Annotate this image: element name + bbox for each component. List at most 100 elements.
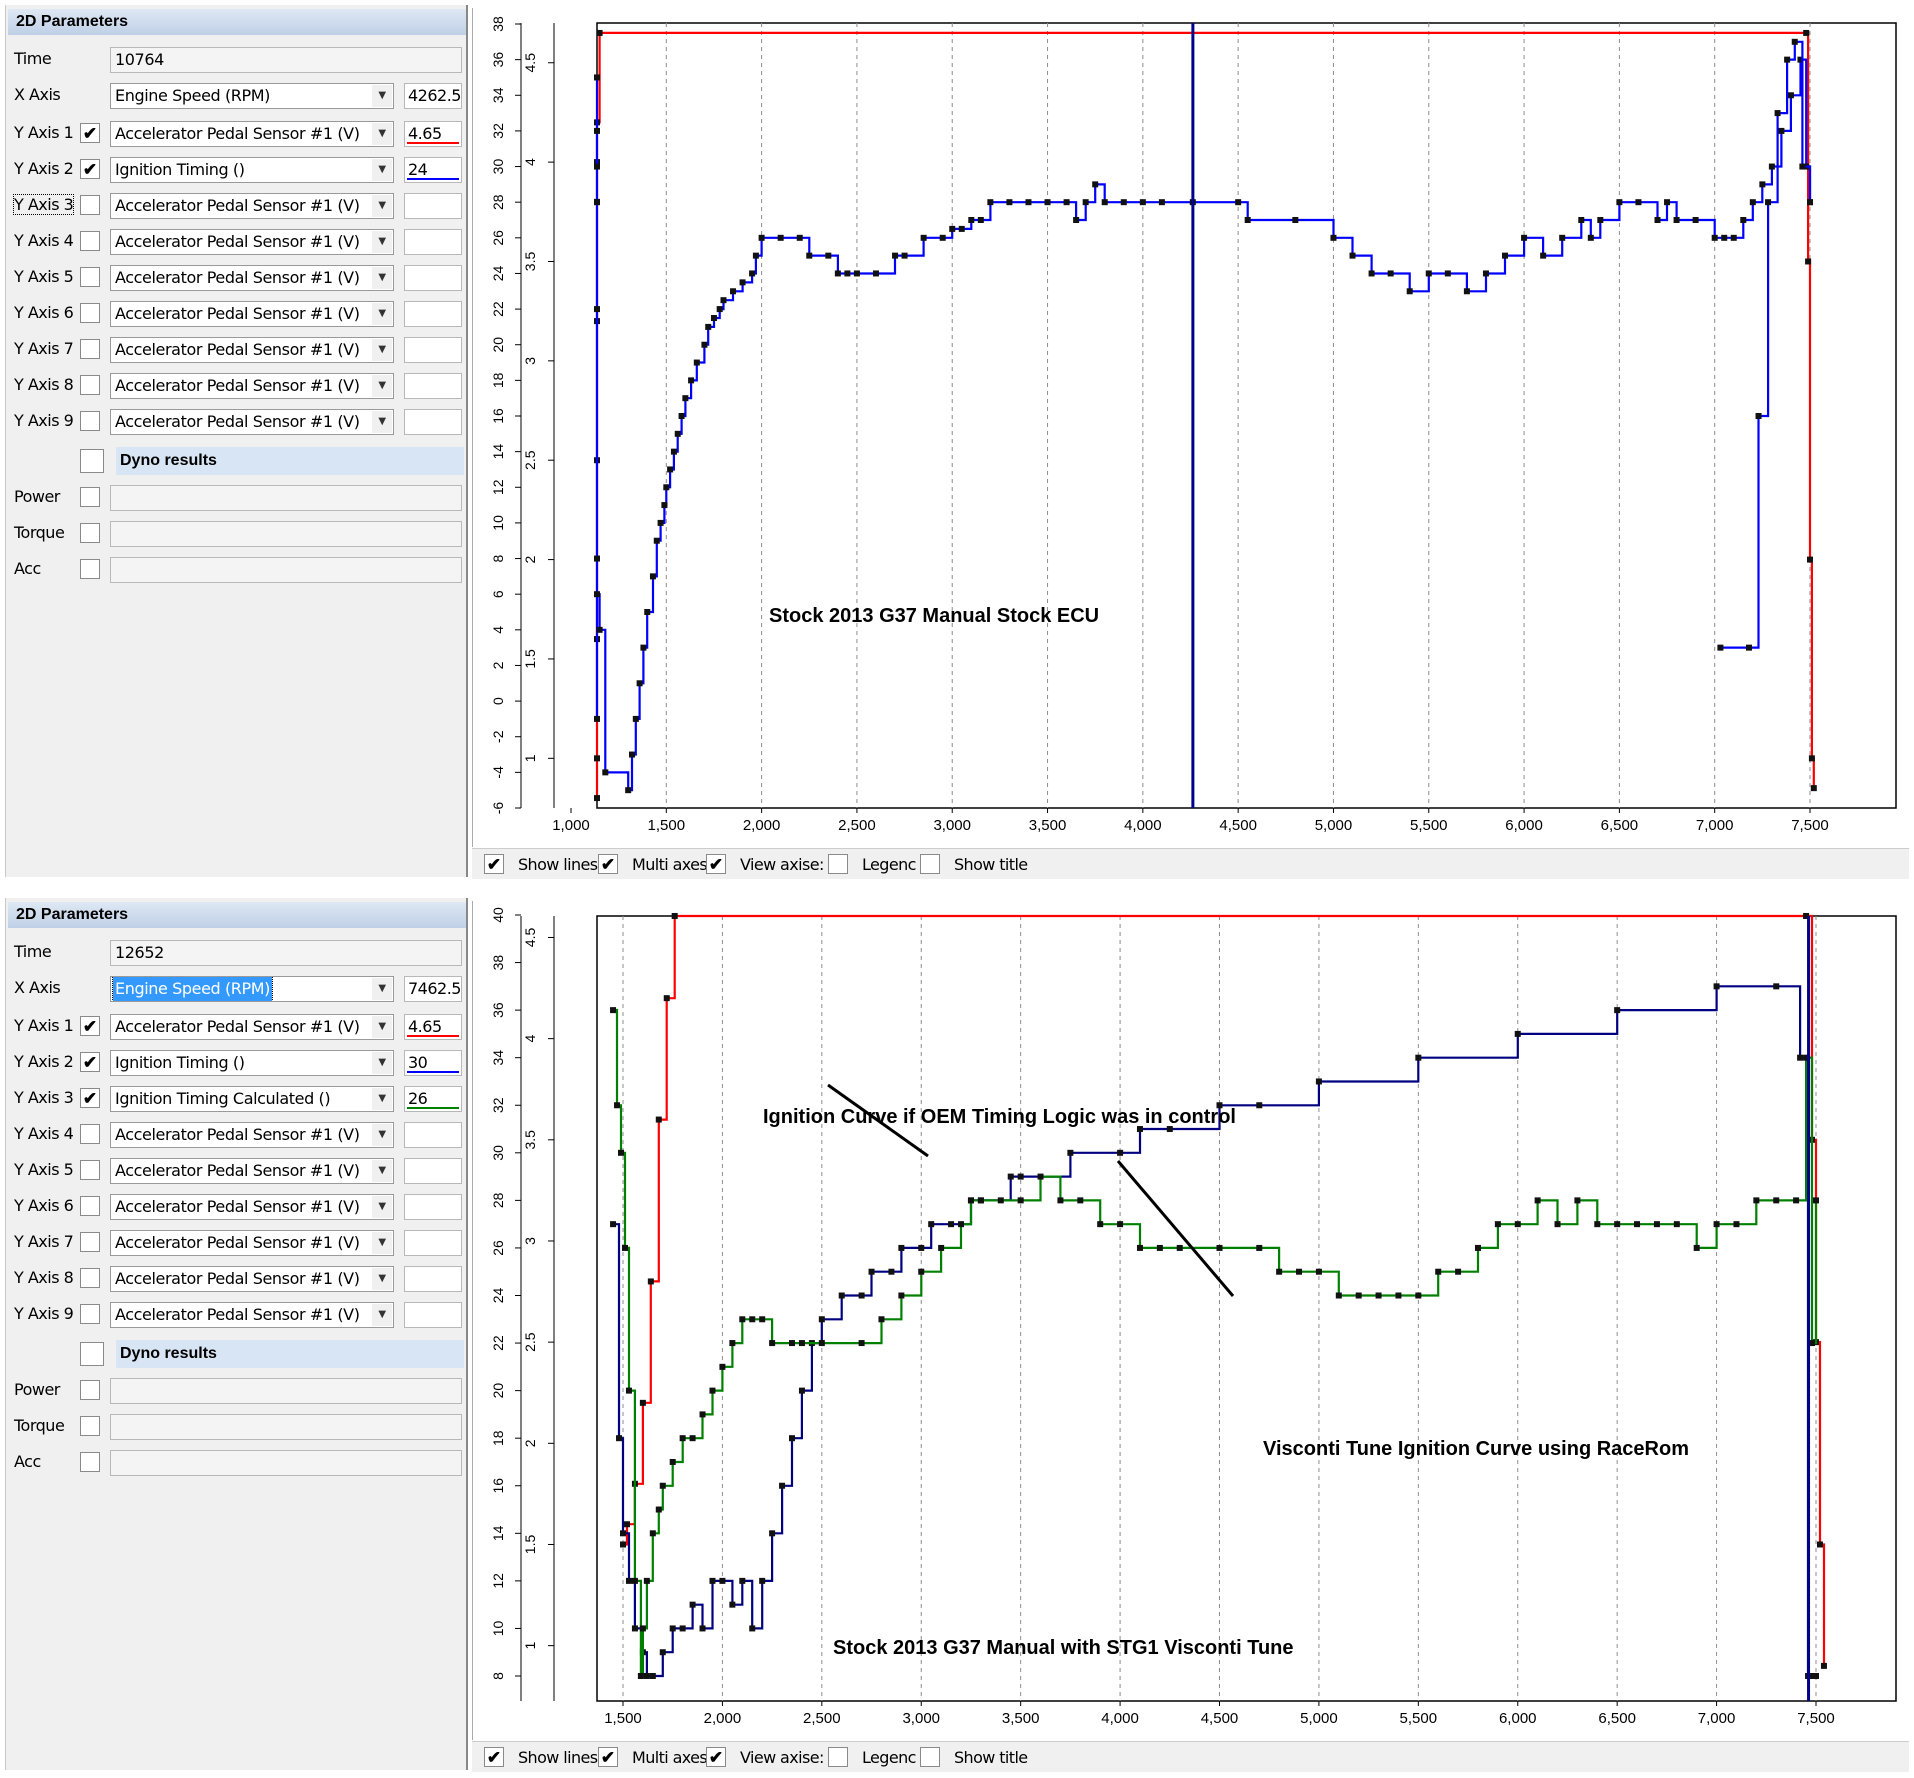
data-point	[858, 1292, 865, 1299]
data-point	[806, 252, 813, 259]
legend-checkbox[interactable]	[828, 854, 848, 874]
dyno-results-checkbox[interactable]	[80, 449, 104, 473]
y1-tick-label: 16	[490, 1478, 506, 1494]
chevron-down-icon[interactable]: ▼	[372, 303, 392, 325]
show-lines-checkbox[interactable]: ✔	[484, 854, 504, 874]
chevron-down-icon[interactable]: ▼	[372, 339, 392, 361]
chevron-down-icon[interactable]: ▼	[372, 375, 392, 397]
dyno-row-checkbox[interactable]	[80, 1452, 100, 1472]
y-axis-select[interactable]: Accelerator Pedal Sensor #1 (V) ▼	[110, 337, 394, 363]
time-field[interactable]: 12652	[110, 940, 462, 966]
y-axis-checkbox[interactable]	[80, 1232, 100, 1252]
chevron-down-icon[interactable]: ▼	[372, 1052, 392, 1074]
chevron-down-icon[interactable]: ▼	[372, 1304, 392, 1326]
chart-svg[interactable]: 1,500 2,000 2,500 3,000 3,500 4,000 4,500 5,000…	[473, 901, 1910, 1740]
y-axis-select[interactable]: Accelerator Pedal Sensor #1 (V) ▼	[110, 409, 394, 435]
chevron-down-icon[interactable]: ▼	[372, 1268, 392, 1290]
chevron-down-icon[interactable]: ▼	[372, 159, 392, 181]
chart-area[interactable]: 1,500 2,000 2,500 3,000 3,500 4,000 4,500 5,000…	[472, 901, 1910, 1740]
y-axis-select[interactable]: Ignition Timing () ▼	[110, 157, 394, 183]
y-axis-checkbox[interactable]	[80, 1124, 100, 1144]
legend-checkbox[interactable]	[828, 1747, 848, 1767]
multi-axes-checkbox[interactable]: ✔	[598, 1747, 618, 1767]
chevron-down-icon[interactable]: ▼	[372, 267, 392, 289]
y-axis-checkbox[interactable]: ✔	[80, 159, 100, 179]
y-axis-select[interactable]: Accelerator Pedal Sensor #1 (V) ▼	[110, 121, 394, 147]
y-axis-checkbox[interactable]: ✔	[80, 1016, 100, 1036]
y-axis-select[interactable]: Accelerator Pedal Sensor #1 (V) ▼	[110, 373, 394, 399]
chart-area[interactable]: 1,000 1,500 2,000 2,500 3,000 3,500 4,000 4,500…	[472, 8, 1910, 847]
chevron-down-icon[interactable]: ▼	[372, 1160, 392, 1182]
annotation-pointer	[827, 1083, 929, 1158]
time-field[interactable]: 10764	[110, 47, 462, 73]
y-axis-select[interactable]: Accelerator Pedal Sensor #1 (V) ▼	[110, 1014, 394, 1040]
y-axis-checkbox[interactable]	[80, 195, 100, 215]
y-axis-select[interactable]: Accelerator Pedal Sensor #1 (V) ▼	[110, 265, 394, 291]
y-axis-select[interactable]: Accelerator Pedal Sensor #1 (V) ▼	[110, 1122, 394, 1148]
chevron-down-icon[interactable]: ▼	[372, 195, 392, 217]
data-point	[688, 377, 695, 384]
y-axis-row: Y Axis 6 Accelerator Pedal Sensor #1 (V) ▼	[6, 299, 469, 331]
dyno-results-checkbox[interactable]	[80, 1342, 104, 1366]
chevron-down-icon[interactable]: ▼	[372, 1232, 392, 1254]
x-axis-select[interactable]: Engine Speed (RPM) ▼	[110, 83, 394, 109]
dyno-row-checkbox[interactable]	[80, 487, 100, 507]
y-axis-checkbox[interactable]	[80, 1160, 100, 1180]
data-point	[1578, 217, 1585, 223]
y-axis-select[interactable]: Accelerator Pedal Sensor #1 (V) ▼	[110, 1230, 394, 1256]
view-axes-checkbox[interactable]: ✔	[706, 1747, 726, 1767]
dyno-row-checkbox[interactable]	[80, 1416, 100, 1436]
y-axis-checkbox[interactable]: ✔	[80, 1052, 100, 1072]
y-axis-select[interactable]: Accelerator Pedal Sensor #1 (V) ▼	[110, 229, 394, 255]
y-axis-checkbox[interactable]: ✔	[80, 1088, 100, 1108]
dyno-row-label: Power	[14, 487, 60, 506]
x-tick-label: 3,000	[902, 1710, 940, 1727]
show-title-checkbox[interactable]	[920, 1747, 940, 1767]
dyno-row-checkbox[interactable]	[80, 523, 100, 543]
chevron-down-icon[interactable]: ▼	[372, 978, 392, 1000]
y-axis-select[interactable]: Accelerator Pedal Sensor #1 (V) ▼	[110, 1194, 394, 1220]
y-axis-select[interactable]: Accelerator Pedal Sensor #1 (V) ▼	[110, 1266, 394, 1292]
y-axis-select[interactable]: Accelerator Pedal Sensor #1 (V) ▼	[110, 1302, 394, 1328]
chart-annotation: Ignition Curve if OEM Timing Logic was i…	[763, 1106, 1236, 1128]
view-axes-checkbox[interactable]: ✔	[706, 854, 726, 874]
y-axis-checkbox[interactable]	[80, 1304, 100, 1324]
y-axis-checkbox[interactable]	[80, 303, 100, 323]
dyno-row-checkbox[interactable]	[80, 1380, 100, 1400]
y-axis-select-value: Accelerator Pedal Sensor #1 (V)	[115, 1233, 360, 1252]
y-axis-checkbox[interactable]: ✔	[80, 123, 100, 143]
y-axis-select[interactable]: Accelerator Pedal Sensor #1 (V) ▼	[110, 1158, 394, 1184]
y-axis-checkbox[interactable]	[80, 267, 100, 287]
chevron-down-icon[interactable]: ▼	[372, 1016, 392, 1038]
y1-tick-label: 34	[490, 1050, 506, 1066]
show-title-checkbox[interactable]	[920, 854, 940, 874]
data-point	[655, 1116, 662, 1123]
data-point	[1415, 1292, 1422, 1299]
data-point	[1335, 1292, 1342, 1299]
y-axis-select[interactable]: Accelerator Pedal Sensor #1 (V) ▼	[110, 301, 394, 327]
chevron-down-icon[interactable]: ▼	[372, 411, 392, 433]
series-line	[613, 985, 1816, 1678]
multi-axes-checkbox[interactable]: ✔	[598, 854, 618, 874]
y-axis-checkbox[interactable]	[80, 231, 100, 251]
y-axis-checkbox[interactable]	[80, 1196, 100, 1216]
data-point	[1455, 1268, 1462, 1275]
show-lines-checkbox[interactable]: ✔	[484, 1747, 504, 1767]
y-axis-checkbox[interactable]	[80, 411, 100, 431]
chevron-down-icon[interactable]: ▼	[372, 1088, 392, 1110]
chart-svg[interactable]: 1,000 1,500 2,000 2,500 3,000 3,500 4,000 4,500…	[473, 8, 1910, 847]
y-axis-checkbox[interactable]	[80, 339, 100, 359]
chevron-down-icon[interactable]: ▼	[372, 85, 392, 107]
y-axis-select[interactable]: Ignition Timing () ▼	[110, 1050, 394, 1076]
chevron-down-icon[interactable]: ▼	[372, 1124, 392, 1146]
y-axis-select[interactable]: Accelerator Pedal Sensor #1 (V) ▼	[110, 193, 394, 219]
plot-frame	[596, 22, 1897, 809]
chevron-down-icon[interactable]: ▼	[372, 1196, 392, 1218]
chevron-down-icon[interactable]: ▼	[372, 123, 392, 145]
x-axis-select[interactable]: Engine Speed (RPM) ▼	[110, 976, 394, 1002]
y-axis-checkbox[interactable]	[80, 1268, 100, 1288]
chevron-down-icon[interactable]: ▼	[372, 231, 392, 253]
y-axis-select[interactable]: Ignition Timing Calculated () ▼	[110, 1086, 394, 1112]
dyno-row-checkbox[interactable]	[80, 559, 100, 579]
y-axis-checkbox[interactable]	[80, 375, 100, 395]
